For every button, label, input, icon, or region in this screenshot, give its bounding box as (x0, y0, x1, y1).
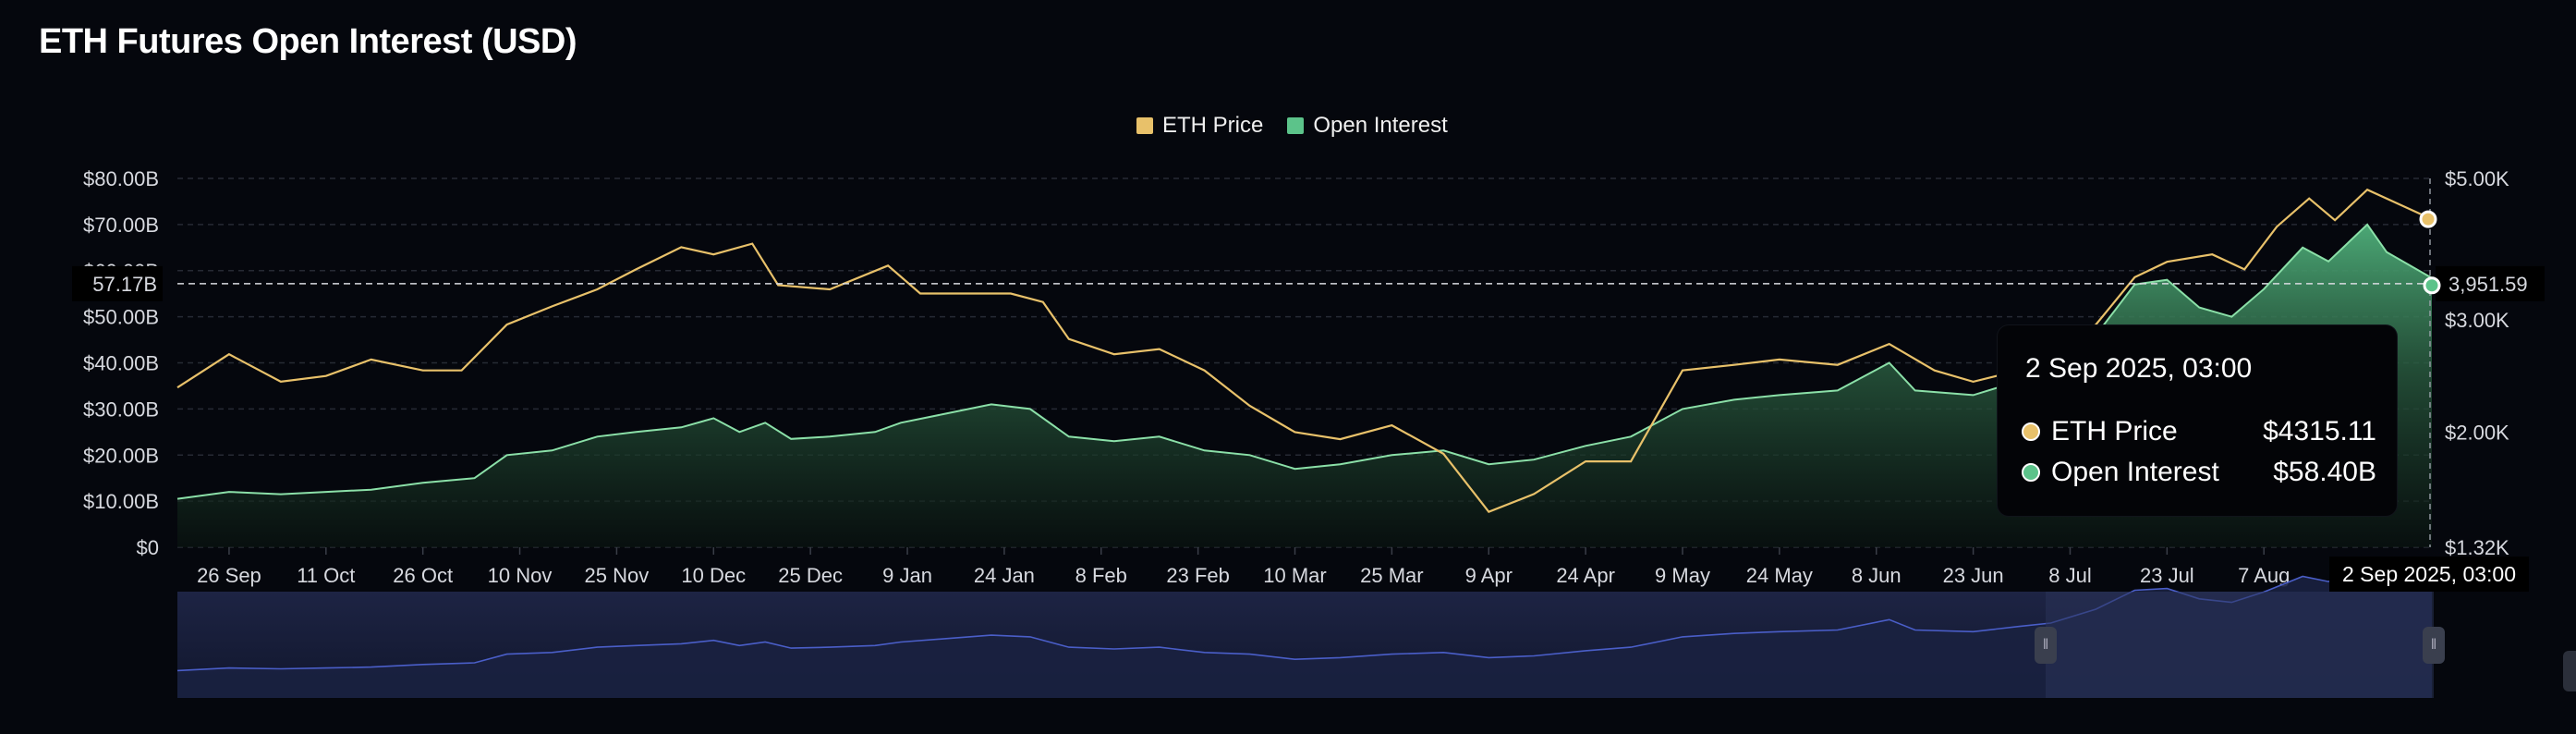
tooltip-value-open-interest: $58.40B (2273, 457, 2376, 487)
side-panel-toggle-button[interactable] (2563, 651, 2576, 691)
chart-title: ETH Futures Open Interest (USD) (39, 22, 577, 61)
navigator-left-handle[interactable]: ‖ (2035, 627, 2057, 664)
eth-price-line (176, 188, 2433, 514)
open-interest-area (177, 224, 2432, 547)
y-axis-right: $5.00K $3.00K $2.00K $1.32K (2445, 167, 2509, 559)
x-tick-label: 8 Jun (1852, 564, 1902, 587)
tooltip-label-eth-price: ETH Price (2051, 416, 2178, 447)
x-tick-label: 10 Nov (488, 564, 553, 587)
crosshair-left-label: 57.17B (92, 273, 157, 296)
x-tick-label: 8 Jul (2048, 564, 2091, 587)
legend-item-eth-price[interactable]: ETH Price (1136, 113, 1263, 139)
x-tick-label: 23 Feb (1166, 564, 1230, 587)
crosshair-right-label: 3,951.59 (2448, 273, 2528, 296)
x-tick-label: 10 Dec (681, 564, 746, 587)
y-tick-right: $2.00K (2445, 422, 2509, 445)
x-tick-label: 8 Feb (1075, 564, 1127, 587)
y-tick-left: $70.00B (83, 214, 159, 237)
tooltip: 2 Sep 2025, 03:00 ETH Price $4315.11 Ope… (1998, 325, 2397, 516)
x-tick-label: 25 Nov (585, 564, 650, 587)
open-interest-line (176, 223, 2433, 500)
x-tick-label: 23 Jul (2140, 564, 2194, 587)
tooltip-row-eth-price: ETH Price $4315.11 (2022, 416, 2376, 447)
tooltip-dot-eth-price (2022, 422, 2040, 441)
crosshair: 57.17B 3,951.59 (72, 178, 2545, 547)
y-tick-right: $5.00K (2445, 167, 2509, 190)
legend-item-open-interest[interactable]: Open Interest (1287, 113, 1448, 139)
y-tick-left: $10.00B (83, 490, 159, 513)
x-tick-label: 24 May (1746, 564, 1813, 587)
x-tick-label: 9 Jan (882, 564, 932, 587)
y-tick-left: $0 (137, 536, 159, 559)
tooltip-title: 2 Sep 2025, 03:00 (2025, 353, 2253, 384)
crosshair-x-label: 2 Sep 2025, 03:00 (2329, 557, 2529, 592)
navigator-selected-range (2046, 592, 2434, 698)
x-tick-label: 26 Oct (393, 564, 453, 587)
navigator-series-area (177, 568, 2432, 698)
legend-label-eth-price: ETH Price (1162, 113, 1264, 138)
x-tick-label: 9 May (1655, 564, 1710, 587)
y-tick-left: $20.00B (83, 444, 159, 467)
navigator-right-handle[interactable]: ‖ (2423, 627, 2445, 664)
tooltip-dot-open-interest (2022, 463, 2040, 482)
navigator[interactable] (176, 567, 2434, 698)
y-tick-left: $30.00B (83, 398, 159, 421)
x-tick-label: 24 Apr (1556, 564, 1615, 587)
legend-label-open-interest: Open Interest (1313, 113, 1448, 138)
tooltip-label-open-interest: Open Interest (2051, 457, 2219, 487)
legend-swatch-open-interest (1287, 117, 1305, 134)
tooltip-row-open-interest: Open Interest $58.40B (2022, 457, 2376, 488)
x-tick-label: 23 Jun (1943, 564, 2004, 587)
y-tick-right: $1.32K (2445, 536, 2509, 559)
tooltip-value-eth-price: $4315.11 (2263, 416, 2376, 447)
open-interest-marker (2423, 276, 2441, 295)
y-tick-right: $3.00K (2445, 309, 2509, 332)
y-tick-left: $80.00B (83, 167, 159, 190)
x-tick-label: 7 Aug (2238, 564, 2290, 587)
navigator-series-line (176, 567, 2433, 672)
x-tick-label: 25 Mar (1360, 564, 1423, 587)
x-tick-label: 25 Dec (778, 564, 843, 587)
x-tick-label: 11 Oct (297, 564, 355, 587)
x-axis: 26 Sep 11 Oct 26 Oct 10 Nov 25 Nov 10 Dec 25 D… (197, 547, 2290, 587)
point-markers (2419, 210, 2441, 295)
legend-swatch-eth-price (1136, 117, 1153, 134)
y-axis-left: $80.00B$70.00B$60.00B$50.00B$40.00B$30.0… (83, 167, 159, 559)
x-tick-label: 24 Jan (974, 564, 1035, 587)
crosshair-right-label-bg (2436, 265, 2545, 301)
y-tick-left: $40.00B (83, 352, 159, 375)
x-tick-label: 26 Sep (197, 564, 261, 587)
x-tick-label: 10 Mar (1263, 564, 1326, 587)
crosshair-left-label-bg (72, 265, 163, 301)
legend: ETH Price Open Interest (1136, 113, 1448, 139)
eth-price-marker (2419, 210, 2437, 228)
x-tick-label: 9 Apr (1465, 564, 1513, 587)
y-tick-left: $50.00B (83, 306, 159, 329)
